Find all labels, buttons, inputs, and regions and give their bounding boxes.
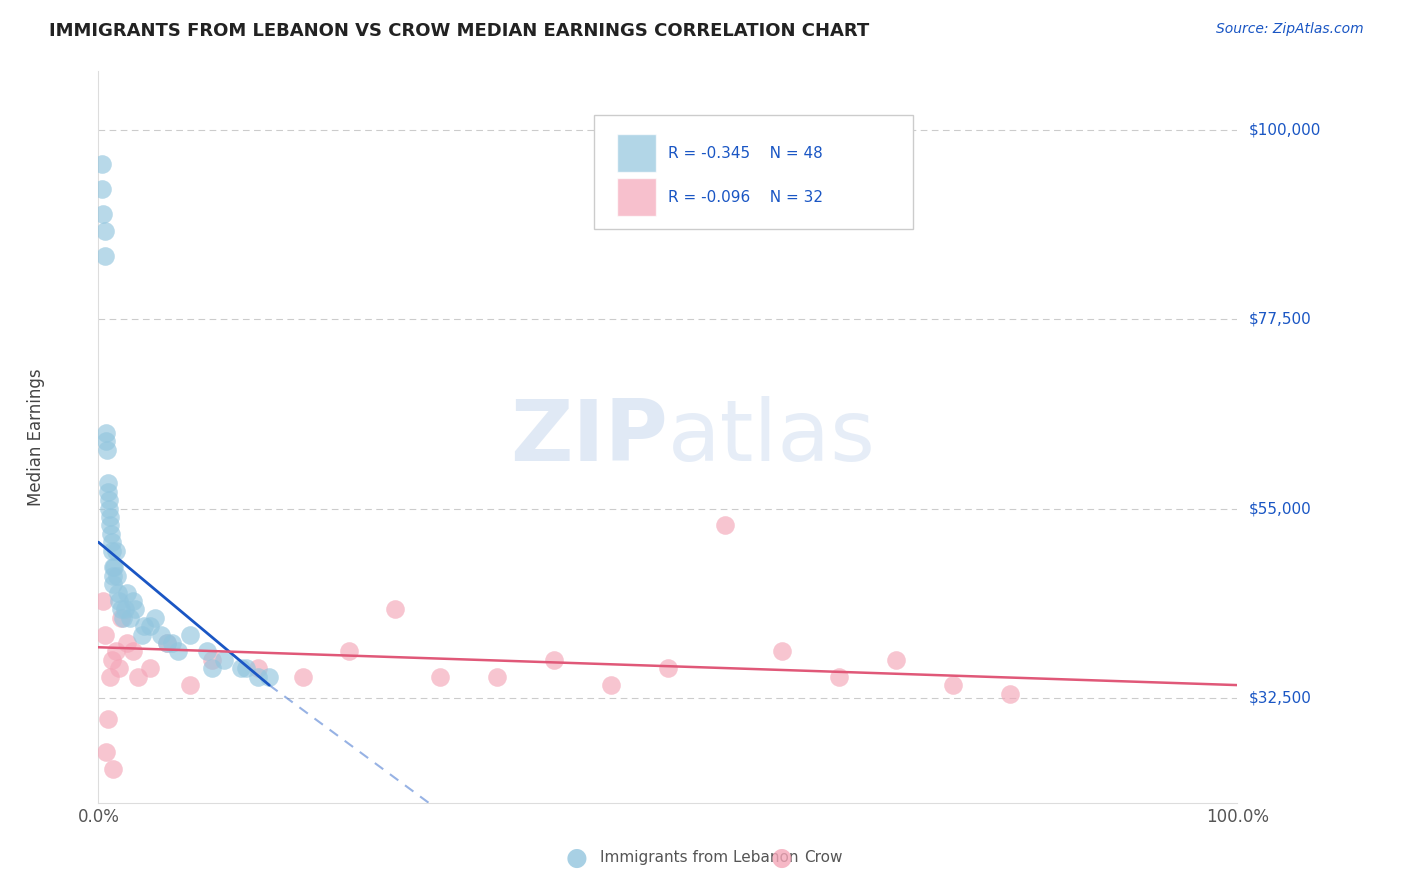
Text: Source: ZipAtlas.com: Source: ZipAtlas.com <box>1216 22 1364 37</box>
Point <box>114 602 136 616</box>
Point <box>93 224 115 238</box>
Point <box>884 653 907 667</box>
Point <box>91 207 114 221</box>
Point <box>94 425 117 440</box>
Point <box>115 636 138 650</box>
Point <box>828 670 851 684</box>
Point <box>127 670 149 684</box>
Point <box>162 636 184 650</box>
Point <box>98 501 121 516</box>
Text: Median Earnings: Median Earnings <box>27 368 45 506</box>
Point <box>91 182 114 196</box>
Point <box>94 249 117 263</box>
Text: $32,500: $32,500 <box>1249 690 1312 706</box>
Point <box>235 661 257 675</box>
Point <box>98 510 121 524</box>
Point <box>942 678 965 692</box>
Point <box>229 661 252 675</box>
Point <box>259 670 281 684</box>
Point <box>110 611 132 625</box>
Point <box>108 661 131 675</box>
Text: $77,500: $77,500 <box>1249 312 1312 326</box>
Point <box>201 661 224 675</box>
Point <box>138 661 160 675</box>
Point <box>107 585 129 599</box>
Point <box>337 644 360 658</box>
Point <box>156 636 179 650</box>
Point <box>101 560 124 574</box>
Point <box>104 644 127 658</box>
Text: atlas: atlas <box>668 395 876 479</box>
Point <box>100 518 122 533</box>
Point <box>201 653 224 667</box>
Text: Immigrants from Lebanon: Immigrants from Lebanon <box>599 850 799 865</box>
Point <box>600 678 623 692</box>
Point <box>179 678 201 692</box>
Text: IMMIGRANTS FROM LEBANON VS CROW MEDIAN EARNINGS CORRELATION CHART: IMMIGRANTS FROM LEBANON VS CROW MEDIAN E… <box>49 22 869 40</box>
Point <box>100 535 122 549</box>
Point <box>103 569 125 583</box>
Point <box>121 594 143 608</box>
Point <box>103 762 125 776</box>
Point <box>108 594 131 608</box>
Point <box>120 611 142 625</box>
FancyBboxPatch shape <box>617 178 657 216</box>
Point <box>998 686 1021 700</box>
Point <box>110 602 132 616</box>
Point <box>96 476 118 491</box>
Point <box>657 661 679 675</box>
Point <box>103 560 125 574</box>
Point <box>150 627 173 641</box>
Point <box>97 484 120 499</box>
Point <box>145 611 167 625</box>
Point <box>543 653 565 667</box>
Point <box>101 653 124 667</box>
Point <box>96 434 118 449</box>
Point <box>132 619 155 633</box>
FancyBboxPatch shape <box>617 135 657 172</box>
Point <box>96 745 118 759</box>
Point <box>90 157 112 171</box>
Point <box>131 627 153 641</box>
Point <box>124 602 146 616</box>
Text: Crow: Crow <box>804 850 844 865</box>
Point <box>98 670 121 684</box>
Point <box>100 526 122 541</box>
Point <box>429 670 451 684</box>
Point <box>486 670 509 684</box>
Point <box>96 442 118 457</box>
Point <box>167 644 190 658</box>
Text: R = -0.096    N = 32: R = -0.096 N = 32 <box>668 190 823 204</box>
Point <box>96 712 118 726</box>
Point <box>94 627 117 641</box>
Point <box>195 644 218 658</box>
Point <box>105 569 128 583</box>
Text: ●: ● <box>770 846 793 870</box>
Point <box>121 644 143 658</box>
Point <box>246 661 269 675</box>
Point <box>104 543 127 558</box>
Point <box>138 619 160 633</box>
Point <box>103 577 125 591</box>
Point <box>714 518 737 533</box>
Text: R = -0.345    N = 48: R = -0.345 N = 48 <box>668 145 823 161</box>
Text: $55,000: $55,000 <box>1249 501 1312 516</box>
Point <box>384 602 406 616</box>
Point <box>97 493 120 508</box>
Point <box>292 670 315 684</box>
Point <box>212 653 235 667</box>
Point <box>770 644 793 658</box>
Point <box>179 627 201 641</box>
Text: ZIP: ZIP <box>510 395 668 479</box>
Text: ●: ● <box>565 846 588 870</box>
Text: $100,000: $100,000 <box>1249 123 1320 137</box>
Point <box>91 594 114 608</box>
Point <box>156 636 179 650</box>
Point <box>246 670 269 684</box>
Point <box>115 585 138 599</box>
Point <box>112 611 135 625</box>
Point <box>101 543 124 558</box>
FancyBboxPatch shape <box>593 115 912 228</box>
